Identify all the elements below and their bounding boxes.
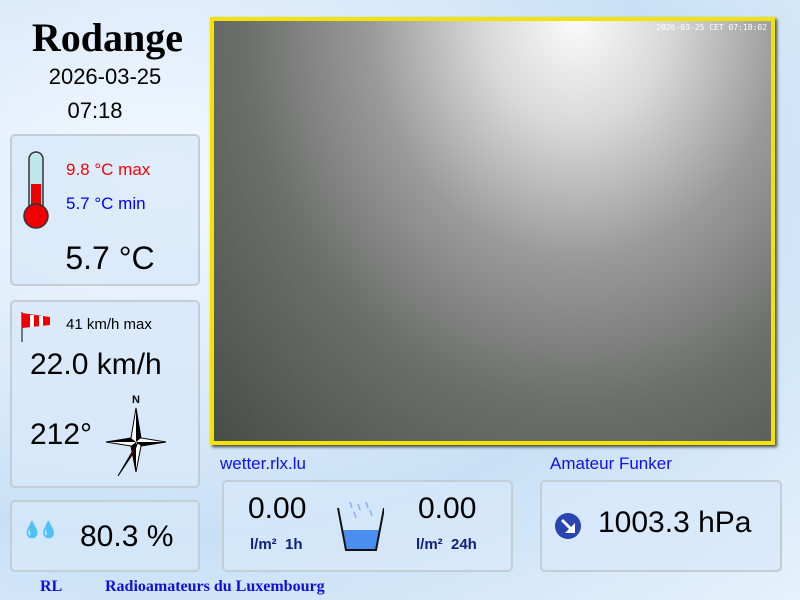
compass-north-label: N [132, 394, 140, 406]
site-link[interactable]: wetter.rlx.lu [220, 454, 306, 473]
webcam-image: 2026-03-25 CET 07:18:02 [210, 17, 775, 445]
station-date: 2026-03-25 [48, 64, 162, 89]
temperature-panel: 9.8 °C max 5.7 °C min 5.7 °C [10, 134, 200, 286]
pressure-falling-arrow-icon [555, 513, 581, 539]
amateur-link[interactable]: Amateur Funker [550, 454, 672, 473]
rain-day-value: 0.00 [418, 492, 477, 525]
wind-speed: 22.0 km/h [30, 348, 162, 381]
humidity-panel: 💧💧 80.3 % [10, 500, 200, 572]
wind-direction: 212° [30, 418, 93, 451]
footer-long[interactable]: Radioamateurs du Luxembourg [105, 578, 325, 595]
pressure-value: 1003.3 hPa [598, 506, 752, 539]
rain-panel: 0.00 l/m² 1h 0.00 l/m² 24h [222, 480, 513, 572]
rain-hour-label: l/m² 1h [250, 536, 303, 553]
pressure-panel: 1003.3 hPa [540, 480, 782, 572]
rain-day-label: l/m² 24h [416, 536, 477, 553]
wind-panel: 41 km/h max 22.0 km/h 212° N [10, 300, 200, 488]
footer-short: RL [40, 578, 63, 595]
temp-min: 5.7 °C min [66, 194, 146, 213]
station-time: 07:18 [67, 98, 123, 123]
droplets-icon: 💧💧 [22, 522, 59, 539]
station-name: Rodange [31, 15, 184, 60]
humidity-value: 80.3 % [80, 520, 174, 553]
temp-current: 5.7 °C [65, 240, 155, 276]
thermometer-icon [23, 151, 49, 229]
rain-hour-value: 0.00 [248, 492, 307, 525]
rain-bucket-icon [337, 501, 384, 551]
windsock-icon [21, 312, 50, 342]
webcam-timestamp: 2026-03-25 CET 07:18:02 [656, 23, 767, 32]
compass-rose-icon [105, 407, 167, 477]
wind-max: 41 km/h max [66, 316, 152, 333]
temp-max: 9.8 °C max [66, 160, 151, 179]
